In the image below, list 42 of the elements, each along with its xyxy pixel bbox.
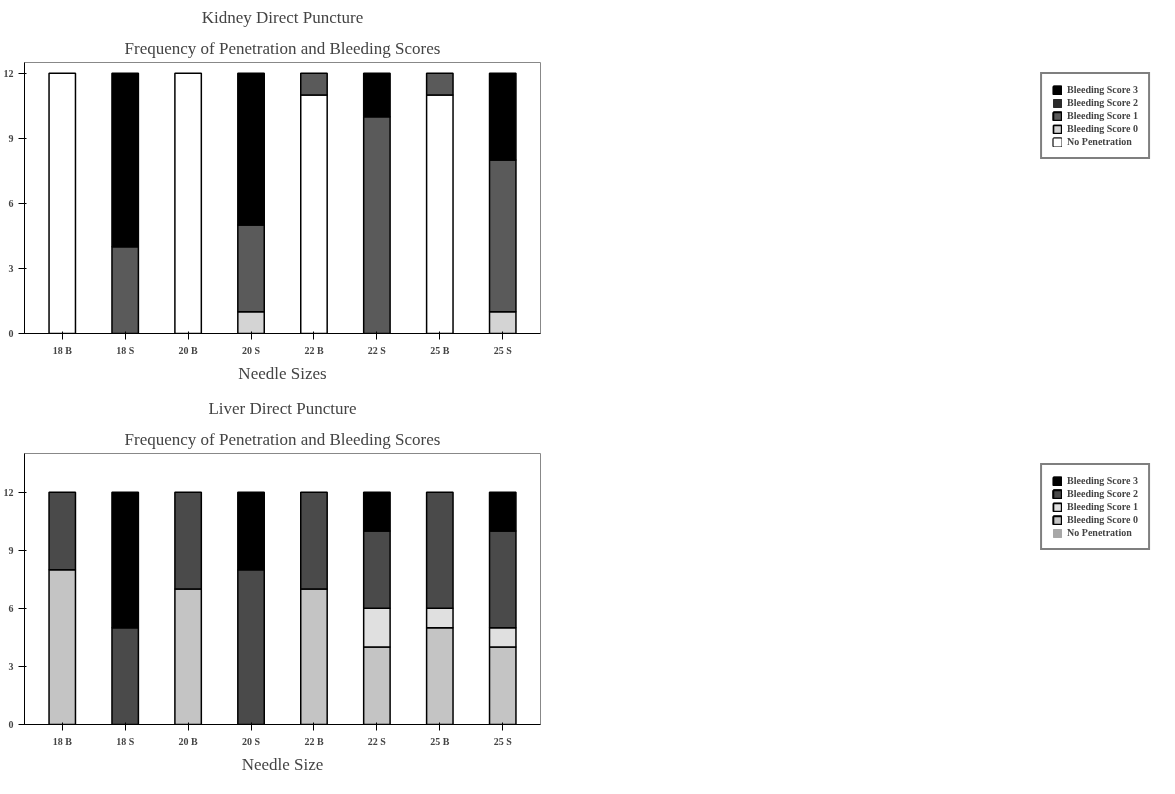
x-tick-label: 18 S [116,344,135,356]
x-axis-title: Needle Sizes [238,363,327,383]
x-tick-label: 25 B [430,344,450,356]
x-tick-label: 22 S [367,344,387,356]
y-tick-label: 12 [3,486,14,498]
legend-label: Bleeding Score 3 [1067,475,1138,486]
x-tick-label: 20 B [178,735,199,747]
legend-label: No Penetration [1067,136,1132,147]
x-tick-label: 20 B [178,344,199,356]
y-tick-label: 6 [8,602,14,614]
x-tick-label: 25 S [493,344,513,356]
legend-label: Bleeding Score 1 [1067,110,1138,121]
x-tick-label: 18 S [116,735,135,747]
y-tick-label: 12 [3,67,14,79]
x-tick-label: 20 S [242,344,261,356]
y-tick-label: 9 [8,544,14,556]
x-tick-label: 22 B [304,344,324,356]
y-tick-label: 0 [8,719,14,730]
y-tick-label: 9 [8,132,14,144]
legend-label: Bleeding Score 2 [1067,97,1138,108]
x-tick-label: 18 B [52,344,73,356]
chart-title: Liver Direct Puncture [208,398,357,418]
y-tick-label: 6 [8,197,14,209]
legend-label: Bleeding Score 1 [1067,501,1138,512]
y-tick-label: 3 [8,262,14,274]
x-tick-label: 18 B [52,735,73,747]
chart-subtitle: Frequency of Penetration and Bleeding Scores [124,429,441,449]
chart-title: Kidney Direct Puncture [201,7,364,27]
x-tick-label: 22 B [304,735,324,747]
legend-label: Bleeding Score 0 [1067,123,1138,134]
legend-label: No Penetration [1067,527,1132,538]
x-tick-label: 20 S [242,735,261,747]
legend-label: Bleeding Score 3 [1067,84,1138,95]
x-tick-label: 22 S [367,735,387,747]
y-tick-label: 3 [8,660,14,672]
x-axis-title: Needle Size [241,754,324,774]
x-tick-label: 25 S [493,735,513,747]
legend-label: Bleeding Score 2 [1067,488,1138,499]
chart-subtitle: Frequency of Penetration and Bleeding Scores [124,38,441,58]
legend-label: Bleeding Score 0 [1067,514,1138,525]
x-tick-label: 25 B [430,735,450,747]
y-tick-label: 0 [8,328,14,339]
